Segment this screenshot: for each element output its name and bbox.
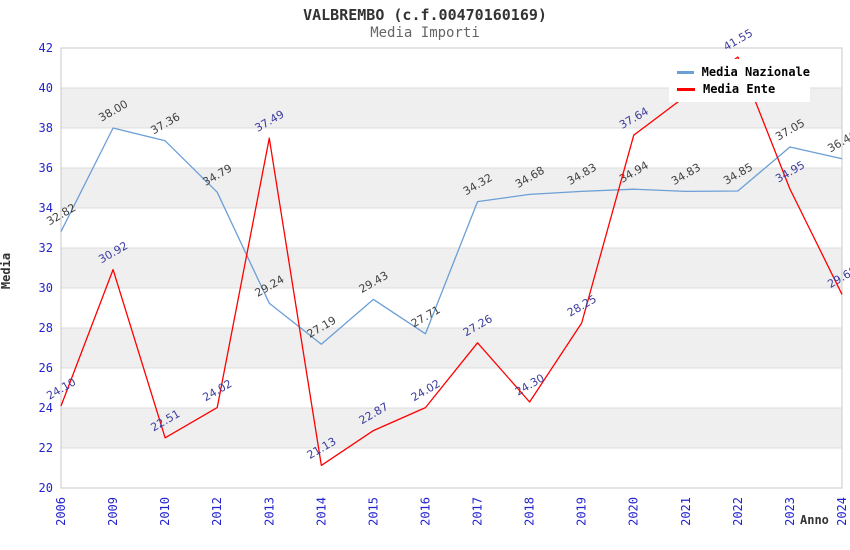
legend-label: Media Nazionale	[701, 65, 810, 79]
svg-text:2012: 2012	[210, 497, 224, 526]
legend-marker-blue-line-icon	[677, 70, 694, 74]
svg-text:2010: 2010	[158, 497, 172, 526]
svg-text:2017: 2017	[471, 497, 485, 526]
legend-label: Media Ente	[703, 82, 776, 96]
svg-text:2009: 2009	[106, 497, 120, 526]
svg-text:2023: 2023	[783, 497, 797, 526]
svg-text:20: 20	[39, 481, 53, 495]
y-axis-tick-labels: 20 22 24 26 28 30 32 34 36 38 40 42	[39, 41, 53, 495]
svg-text:2020: 2020	[627, 497, 641, 526]
svg-text:24: 24	[39, 401, 53, 415]
chart-subtitle: Media Importi	[370, 25, 480, 41]
svg-text:2014: 2014	[314, 497, 328, 526]
svg-text:42: 42	[39, 41, 53, 55]
svg-text:2024: 2024	[835, 497, 849, 526]
svg-text:2021: 2021	[679, 497, 693, 526]
svg-text:2006: 2006	[54, 497, 68, 526]
svg-text:28: 28	[39, 321, 53, 335]
x-axis-tick-labels: 2006 2009 2010 2012 2013 2014 2015 2016 2017 2018…	[54, 497, 849, 526]
svg-text:36: 36	[39, 161, 53, 175]
series-line-media-nazionale	[60, 127, 843, 345]
svg-text:30: 30	[39, 281, 53, 295]
svg-text:2022: 2022	[731, 497, 745, 526]
svg-text:2013: 2013	[262, 497, 276, 526]
chart-title: VALBREMBO (c.f.00470160169)	[303, 6, 547, 24]
x-axis-title: Anno	[800, 513, 829, 527]
legend-item-media-nazionale[interactable]: Media Nazionale	[677, 65, 810, 79]
svg-text:2016: 2016	[418, 497, 432, 526]
svg-text:38: 38	[39, 121, 53, 135]
legend-item-media-ente[interactable]: Media Ente	[677, 82, 810, 96]
svg-text:34: 34	[39, 201, 53, 215]
legend-marker-red-line-icon	[677, 87, 695, 91]
svg-text:26: 26	[39, 361, 53, 375]
svg-text:2019: 2019	[575, 497, 589, 526]
gridlines	[61, 87, 842, 449]
grid-bands	[61, 48, 842, 488]
y-axis-title: Media	[0, 252, 13, 290]
svg-text:40: 40	[39, 81, 53, 95]
svg-text:2015: 2015	[366, 497, 380, 526]
plot-border	[60, 47, 843, 489]
svg-text:32: 32	[39, 241, 53, 255]
legend: Media Nazionale Media Ente	[669, 59, 810, 102]
svg-text:2018: 2018	[523, 497, 537, 526]
svg-text:22: 22	[39, 441, 53, 455]
